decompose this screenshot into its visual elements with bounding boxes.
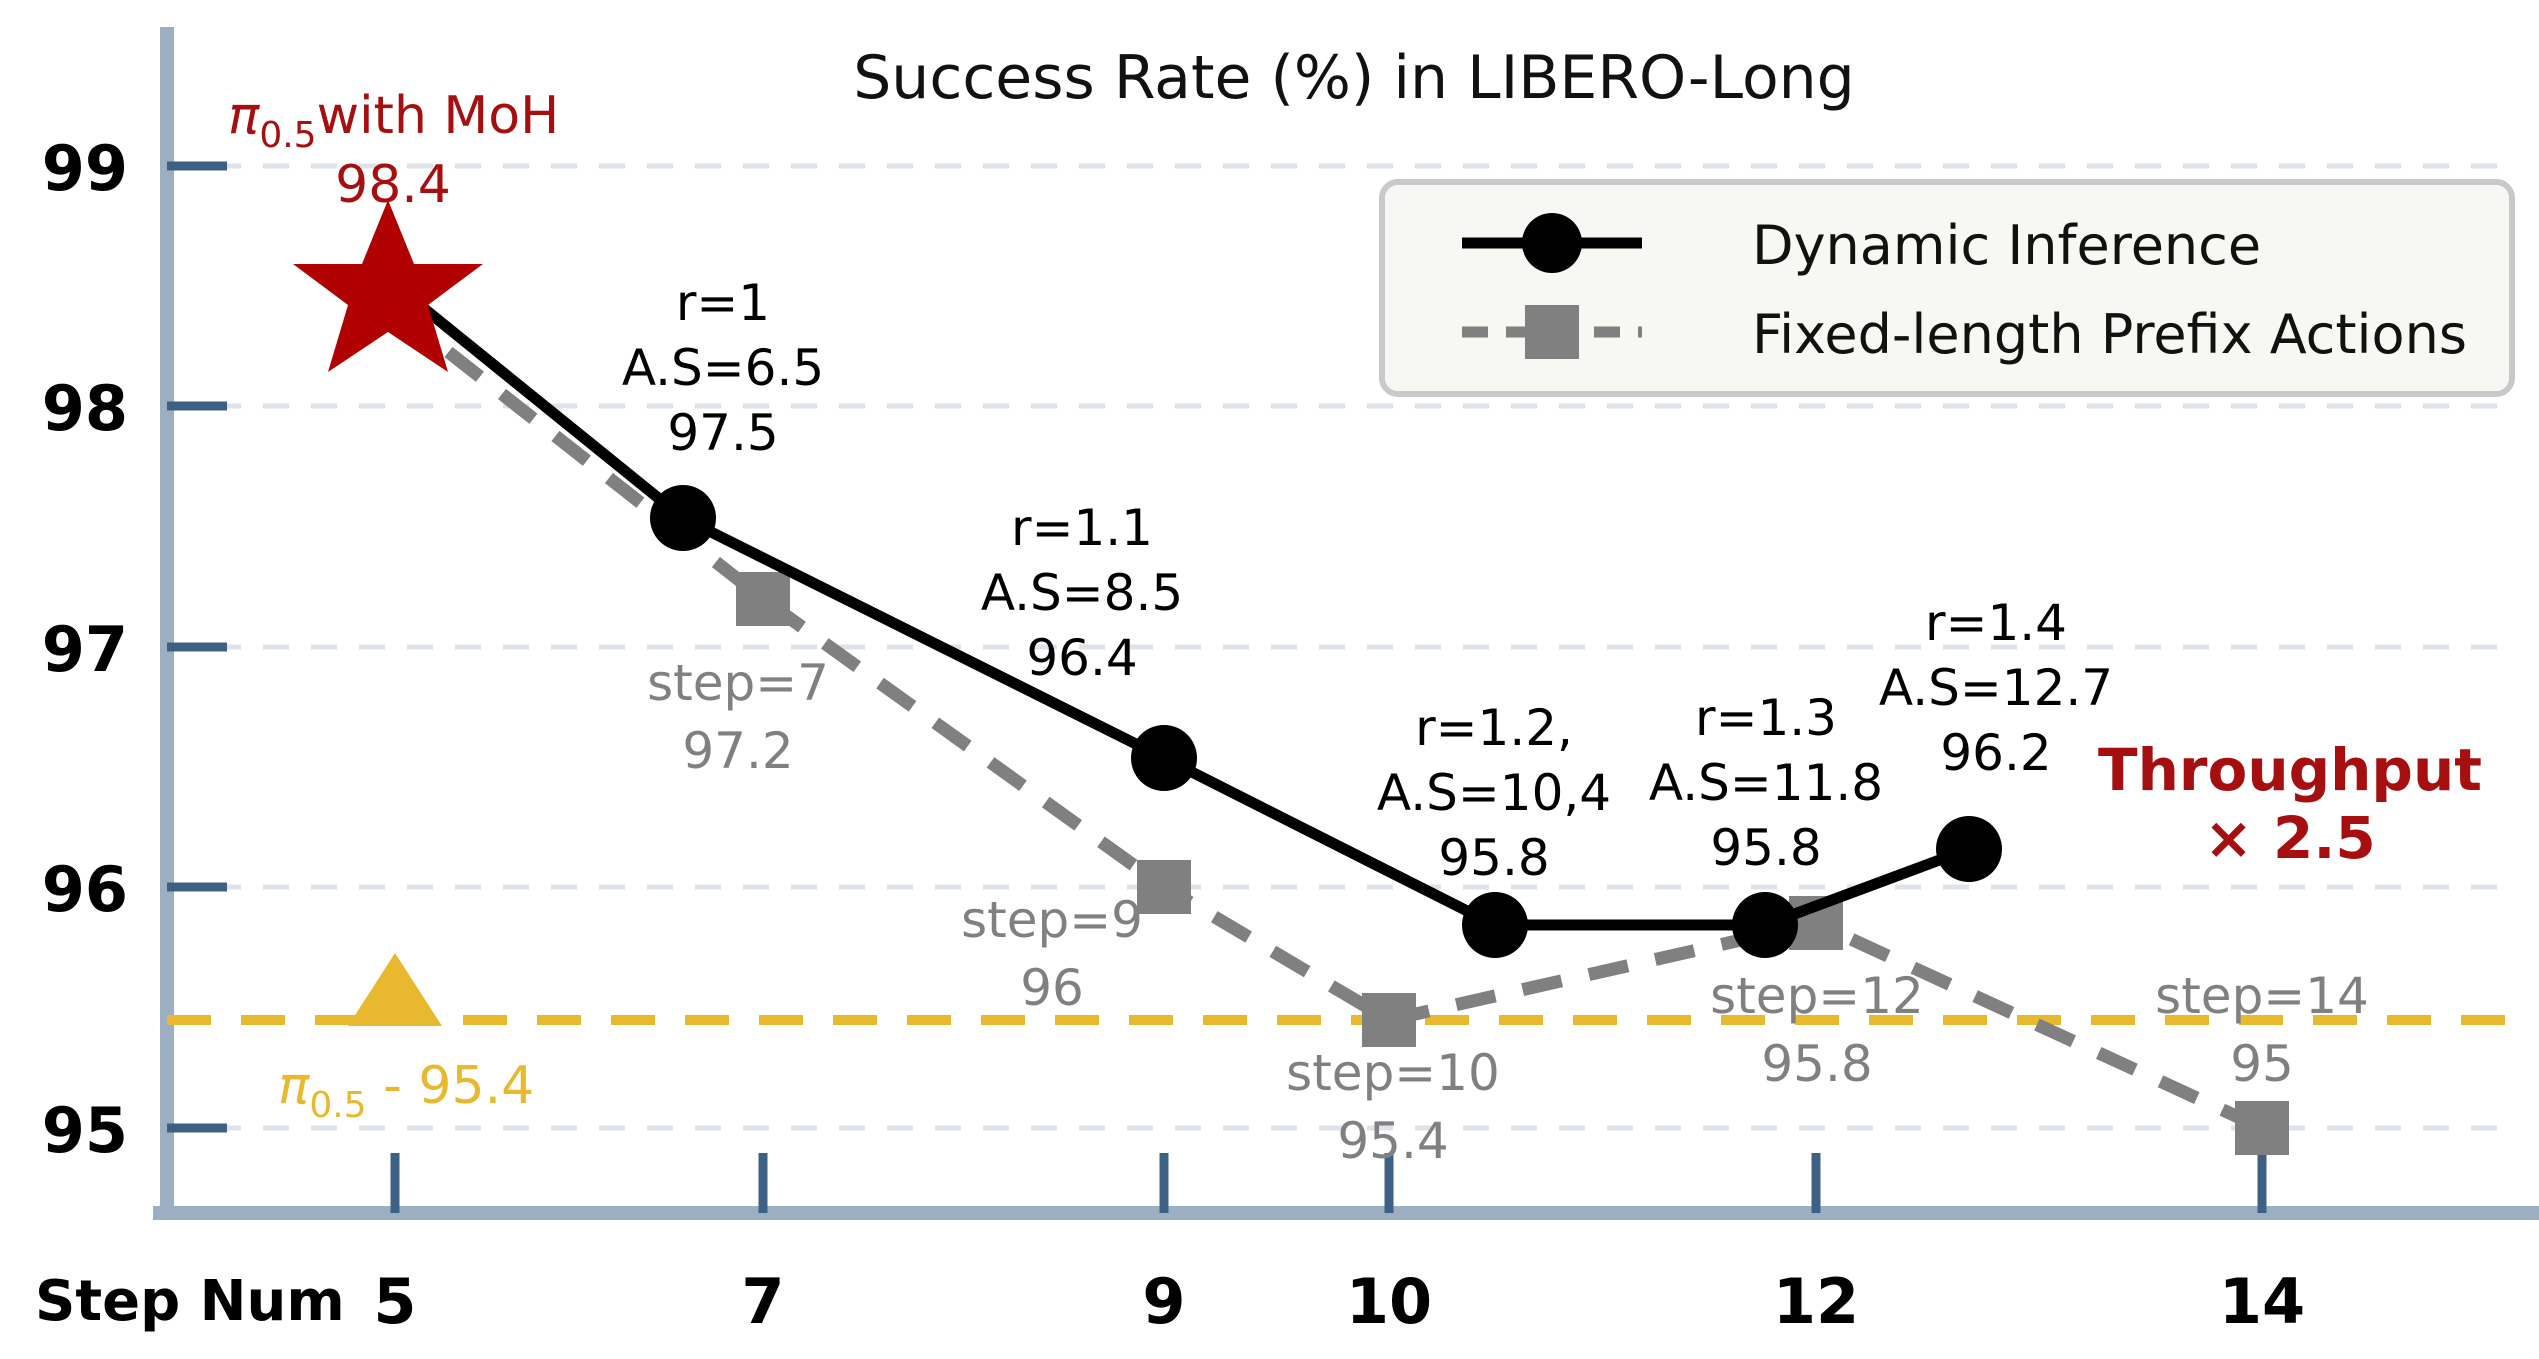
marker-square-step14 — [2235, 1101, 2289, 1155]
marker-square-step10 — [1362, 993, 1416, 1047]
dyn3-l3: 95.8 — [1438, 829, 1549, 887]
dyn1-l1: r=1 — [676, 274, 770, 332]
throughput-line1: Throughput — [2098, 736, 2482, 804]
triangle-marker — [348, 953, 442, 1026]
legend-square-icon — [1525, 305, 1579, 359]
marker-square-step7 — [736, 572, 790, 626]
dyn5-l2: A.S=12.7 — [1879, 659, 2113, 717]
star-marker-moh — [293, 200, 483, 372]
gridlines — [167, 163, 2515, 1131]
legend-label-dynamic-inference: Dynamic Inference — [1752, 214, 2261, 277]
fix5-l2: 95 — [2230, 1035, 2294, 1093]
marker-circle-r12 — [1462, 892, 1528, 958]
legend-circle-icon — [1522, 213, 1582, 273]
fix1-l2: 97.2 — [682, 722, 793, 780]
marker-circle-r13 — [1732, 892, 1798, 958]
dyn2-l3: 96.4 — [1026, 629, 1137, 687]
x-tick-5: 5 — [373, 1265, 416, 1338]
baseline-reference-line — [167, 953, 2515, 1026]
dyn3-l1: r=1.2, — [1415, 699, 1573, 757]
fix4-l2: 95.8 — [1761, 1035, 1872, 1093]
annotation-throughput: Throughput × 2.5 — [2098, 736, 2482, 872]
annotation-fixed-4: step=12 95.8 — [1710, 967, 1924, 1093]
annotation-dynamic-5: r=1.4 A.S=12.7 96.2 — [1879, 594, 2113, 782]
x-axis-label: Step Num — [35, 1269, 345, 1334]
moh-sub: 0.5 — [259, 115, 316, 156]
fix3-l2: 95.4 — [1337, 1112, 1448, 1170]
dyn1-l3: 97.5 — [667, 404, 778, 462]
dyn2-l2: A.S=8.5 — [981, 564, 1183, 622]
moh-value: 98.4 — [335, 155, 451, 215]
dyn3-l2: A.S=10,4 — [1377, 764, 1611, 822]
marker-circle-r11 — [1131, 725, 1197, 791]
marker-circle-r14 — [1936, 816, 2002, 882]
legend[interactable]: Dynamic Inference Fixed-length Prefix Ac… — [1379, 179, 2515, 397]
x-tick-14: 14 — [2219, 1265, 2305, 1338]
dyn4-l3: 95.8 — [1710, 819, 1821, 877]
annotation-fixed-3: step=10 95.4 — [1286, 1044, 1500, 1170]
series-fixed-length-prefix-actions — [390, 304, 2289, 1155]
dyn5-l1: r=1.4 — [1925, 594, 2067, 652]
y-tick-95: 95 — [42, 1094, 128, 1167]
throughput-line2: × 2.5 — [2204, 804, 2376, 872]
marker-square-step9 — [1137, 860, 1191, 914]
y-tick-96: 96 — [42, 853, 128, 926]
annotation-dynamic-1: r=1 A.S=6.5 97.5 — [622, 274, 824, 462]
x-tick-12: 12 — [1773, 1265, 1859, 1338]
dyn1-l2: A.S=6.5 — [622, 339, 824, 397]
series-dynamic-inference — [391, 280, 2002, 958]
x-tick-7: 7 — [741, 1265, 784, 1338]
baseline-sub: 0.5 — [309, 1085, 366, 1126]
fix5-l1: step=14 — [2155, 967, 2369, 1025]
y-tick-98: 98 — [42, 372, 128, 445]
dyn5-l3: 96.2 — [1940, 724, 2051, 782]
fix2-l1: step=9 — [961, 891, 1143, 949]
moh-pi: π — [228, 86, 260, 146]
x-axis-tick-labels: Step Num 5 7 9 10 12 14 — [35, 1265, 2305, 1338]
dyn4-l1: r=1.3 — [1695, 689, 1837, 747]
moh-rest: with MoH — [317, 86, 560, 146]
fix3-l1: step=10 — [1286, 1044, 1500, 1102]
dyn2-l1: r=1.1 — [1011, 499, 1153, 557]
y-tick-97: 97 — [42, 613, 128, 686]
x-tick-10: 10 — [1346, 1265, 1432, 1338]
annotation-dynamic-2: r=1.1 A.S=8.5 96.4 — [981, 499, 1183, 687]
fix4-l1: step=12 — [1710, 967, 1924, 1025]
chart-title: Success Rate (%) in LIBERO-Long — [853, 43, 1855, 113]
annotation-fixed-5: step=14 95 — [2155, 967, 2369, 1093]
svg-text:π0.5with MoH: π0.5with MoH — [228, 86, 559, 156]
legend-box — [1379, 179, 2515, 397]
annotation-dynamic-4: r=1.3 A.S=11.8 95.8 — [1649, 689, 1883, 877]
annotation-baseline: π0.5 - 95.4 — [278, 1056, 534, 1126]
fix2-l2: 96 — [1020, 959, 1084, 1017]
legend-label-fixed-length-prefix-actions: Fixed-length Prefix Actions — [1752, 303, 2467, 366]
fix1-l1: step=7 — [647, 654, 829, 712]
legend-item-fixed-length-prefix-actions[interactable]: Fixed-length Prefix Actions — [1462, 303, 2467, 366]
annotation-fixed-2: step=9 96 — [961, 891, 1143, 1017]
annotation-fixed-1: step=7 97.2 — [647, 654, 829, 780]
y-axis-tick-labels: 99 98 97 96 95 — [42, 132, 128, 1167]
legend-item-dynamic-inference[interactable]: Dynamic Inference — [1462, 213, 2261, 277]
y-tick-99: 99 — [42, 132, 128, 205]
dyn4-l2: A.S=11.8 — [1649, 754, 1883, 812]
marker-circle-r1 — [650, 485, 716, 551]
svg-text:π0.5 - 95.4: π0.5 - 95.4 — [278, 1056, 534, 1126]
baseline-pi: π — [278, 1056, 310, 1116]
x-tick-9: 9 — [1142, 1265, 1185, 1338]
annotation-dynamic-3: r=1.2, A.S=10,4 95.8 — [1377, 699, 1611, 887]
annotation-moh: π0.5with MoH 98.4 — [228, 86, 559, 215]
baseline-rest: - 95.4 — [367, 1056, 535, 1116]
